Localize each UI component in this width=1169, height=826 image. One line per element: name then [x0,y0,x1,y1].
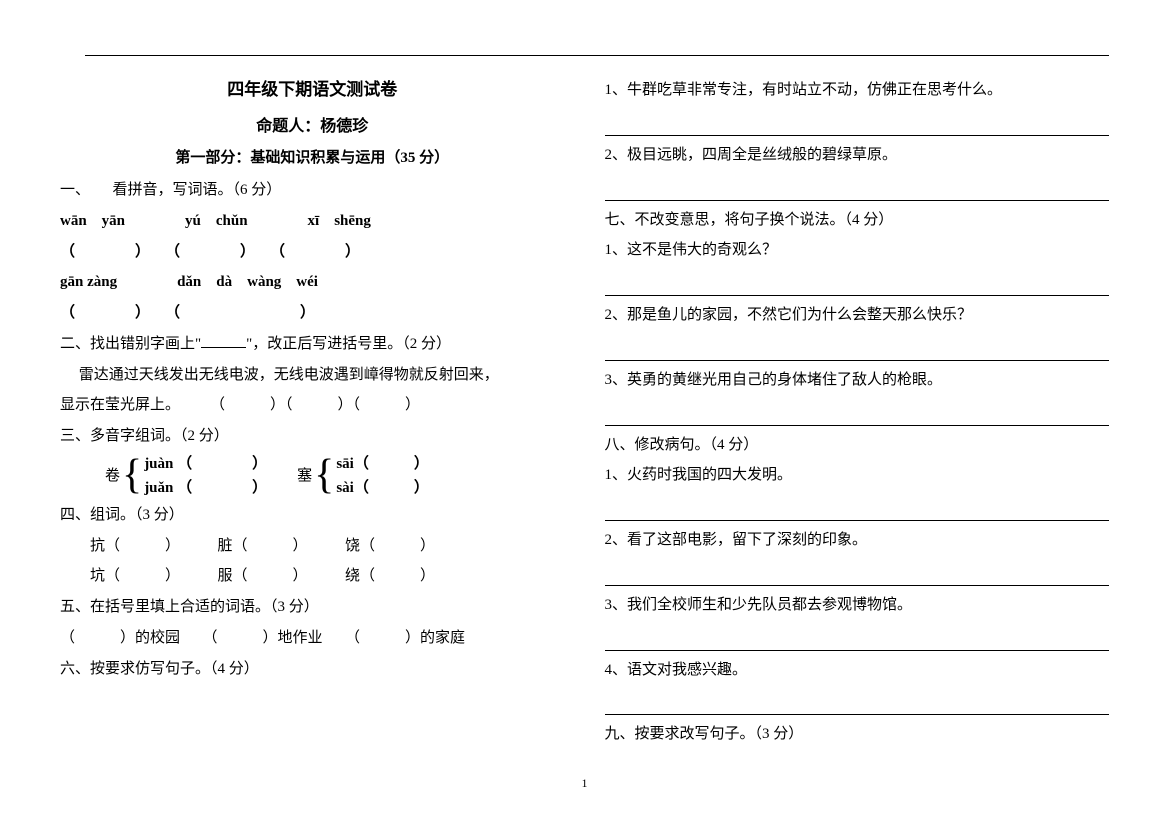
q1-title: 一、 看拼音，写词语。（6 分） [60,175,565,206]
section-header: 第一部分：基础知识积累与运用（35 分） [60,146,565,167]
q7-item2: 2、那是鱼儿的家园，不然它们为什么会整天那么快乐？ [605,300,1110,331]
answer-line [605,173,1110,201]
q1-blanks-row1: （ ） （ ） （ ） [60,237,565,268]
q8-title: 八、修改病句。（4 分） [605,430,1110,461]
q6-title: 六、按要求仿写句子。（4 分） [60,654,565,685]
brace-icon: { [314,457,334,495]
q9-title: 九、按要求改写句子。（3 分） [605,719,1110,750]
answer-line [605,493,1110,521]
q2-text2: 显示在莹光屏上。 （ ）（ ）（ ） [60,390,565,421]
q3-char2-items: sāi（ ） sài（ ） [336,452,429,500]
top-border-line [85,55,1109,56]
q8-item1: 1、火药时我国的四大发明。 [605,460,1110,491]
q3-char1: 卷 [105,462,120,491]
q7-title: 七、不改变意思，将句子换个说法。（4 分） [605,205,1110,236]
exam-title: 四年级下期语文测试卷 [60,75,565,100]
exam-author: 命题人：杨德珍 [60,112,565,136]
q1-pinyin-row2: gān zàng dǎn dà wàng wéi [60,267,565,298]
q3-char2-reading2: sài（ ） [336,476,429,500]
q2-title-part1: 二、找出错别字画上" [60,336,201,352]
q7-item1: 1、这不是伟大的奇观么？ [605,235,1110,266]
q6-item2: 2、极目远眺，四周全是丝绒般的碧绿草原。 [605,140,1110,171]
q3-char2: 塞 [297,462,312,491]
q1-pinyin-row1: wān yān yú chǔn xī shēng [60,206,565,237]
page-number: 1 [582,776,588,791]
q7-item3: 3、英勇的黄继光用自己的身体堵住了敌人的枪眼。 [605,365,1110,396]
q3-char1-reading2: juǎn （ ） [144,476,267,500]
q3-brace-row: 卷 { juàn （ ） juǎn （ ） 塞 { sāi（ ） sài（ ） [105,452,565,500]
q8-item3: 3、我们全校师生和少先队员都去参观博物馆。 [605,590,1110,621]
q2-text1: 雷达通过天线发出无线电波，无线电波遇到嶂得物就反射回来， [60,360,565,391]
q5-row: （ ）的校园 （ ）地作业 （ ）的家庭 [60,623,565,654]
right-column: 1、牛群吃草非常专注，有时站立不动，仿佛正在思考什么。 2、极目远眺，四周全是丝… [605,75,1110,750]
q3-char1-items: juàn （ ） juǎn （ ） [144,452,267,500]
q2-title-part2: "，改正后写进括号里。（2 分） [246,336,451,352]
document-content: 四年级下期语文测试卷 命题人：杨德珍 第一部分：基础知识积累与运用（35 分） … [60,75,1109,750]
answer-line [605,558,1110,586]
q8-item4: 4、语文对我感兴趣。 [605,655,1110,686]
answer-line [605,398,1110,426]
q2-title: 二、找出错别字画上" "，改正后写进括号里。（2 分） [60,329,565,360]
q2-underline-blank [201,330,246,348]
q6-item1: 1、牛群吃草非常专注，有时站立不动，仿佛正在思考什么。 [605,75,1110,106]
q8-item2: 2、看了这部电影，留下了深刻的印象。 [605,525,1110,556]
q3-char2-reading1: sāi（ ） [336,452,429,476]
answer-line [605,687,1110,715]
left-column: 四年级下期语文测试卷 命题人：杨德珍 第一部分：基础知识积累与运用（35 分） … [60,75,565,750]
brace-icon: { [122,457,142,495]
answer-line [605,268,1110,296]
q5-title: 五、在括号里填上合适的词语。（3 分） [60,592,565,623]
q4-title: 四、组词。（3 分） [60,500,565,531]
answer-line [605,623,1110,651]
q4-row1: 抗（ ） 脏（ ） 饶（ ） [60,531,565,562]
q3-char1-reading1: juàn （ ） [144,452,267,476]
answer-line [605,108,1110,136]
q3-title: 三、多音字组词。（2 分） [60,421,565,452]
q4-row2: 坑（ ） 服（ ） 绕（ ） [60,561,565,592]
q1-blanks-row2: （ ） （ ） [60,298,565,329]
answer-line [605,333,1110,361]
